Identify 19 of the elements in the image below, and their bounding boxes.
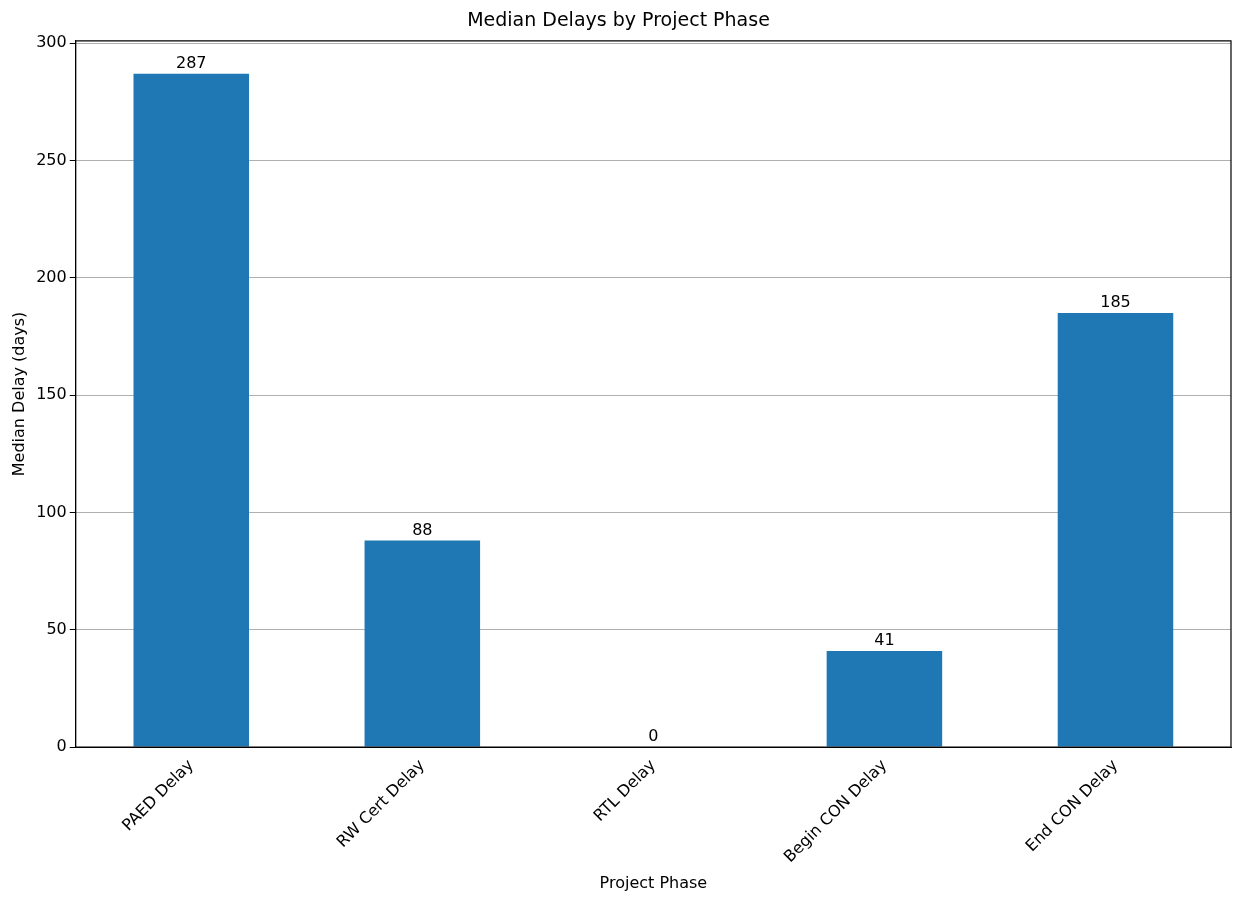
bar (364, 540, 481, 747)
y-axis-title: Median Delay (days) (8, 311, 28, 477)
data-label: 88 (412, 519, 433, 539)
y-tick-label: 200 (36, 266, 67, 286)
data-label: 41 (874, 630, 895, 650)
y-tick-label: 100 (36, 501, 67, 521)
bar (826, 650, 943, 747)
y-tick-label: 150 (36, 384, 67, 404)
y-tick-label: 50 (46, 618, 67, 638)
data-label: 185 (1100, 292, 1131, 312)
bar (1057, 313, 1174, 747)
y-tick-label: 0 (56, 736, 67, 756)
data-label: 287 (175, 52, 207, 72)
y-tick-label: 300 (36, 32, 67, 52)
bar (133, 73, 250, 747)
y-tick-label: 250 (36, 149, 67, 169)
chart-title: Median Delays by Project Phase (467, 8, 770, 31)
x-axis-title: Project Phase (599, 872, 708, 892)
data-label: 0 (648, 726, 659, 746)
